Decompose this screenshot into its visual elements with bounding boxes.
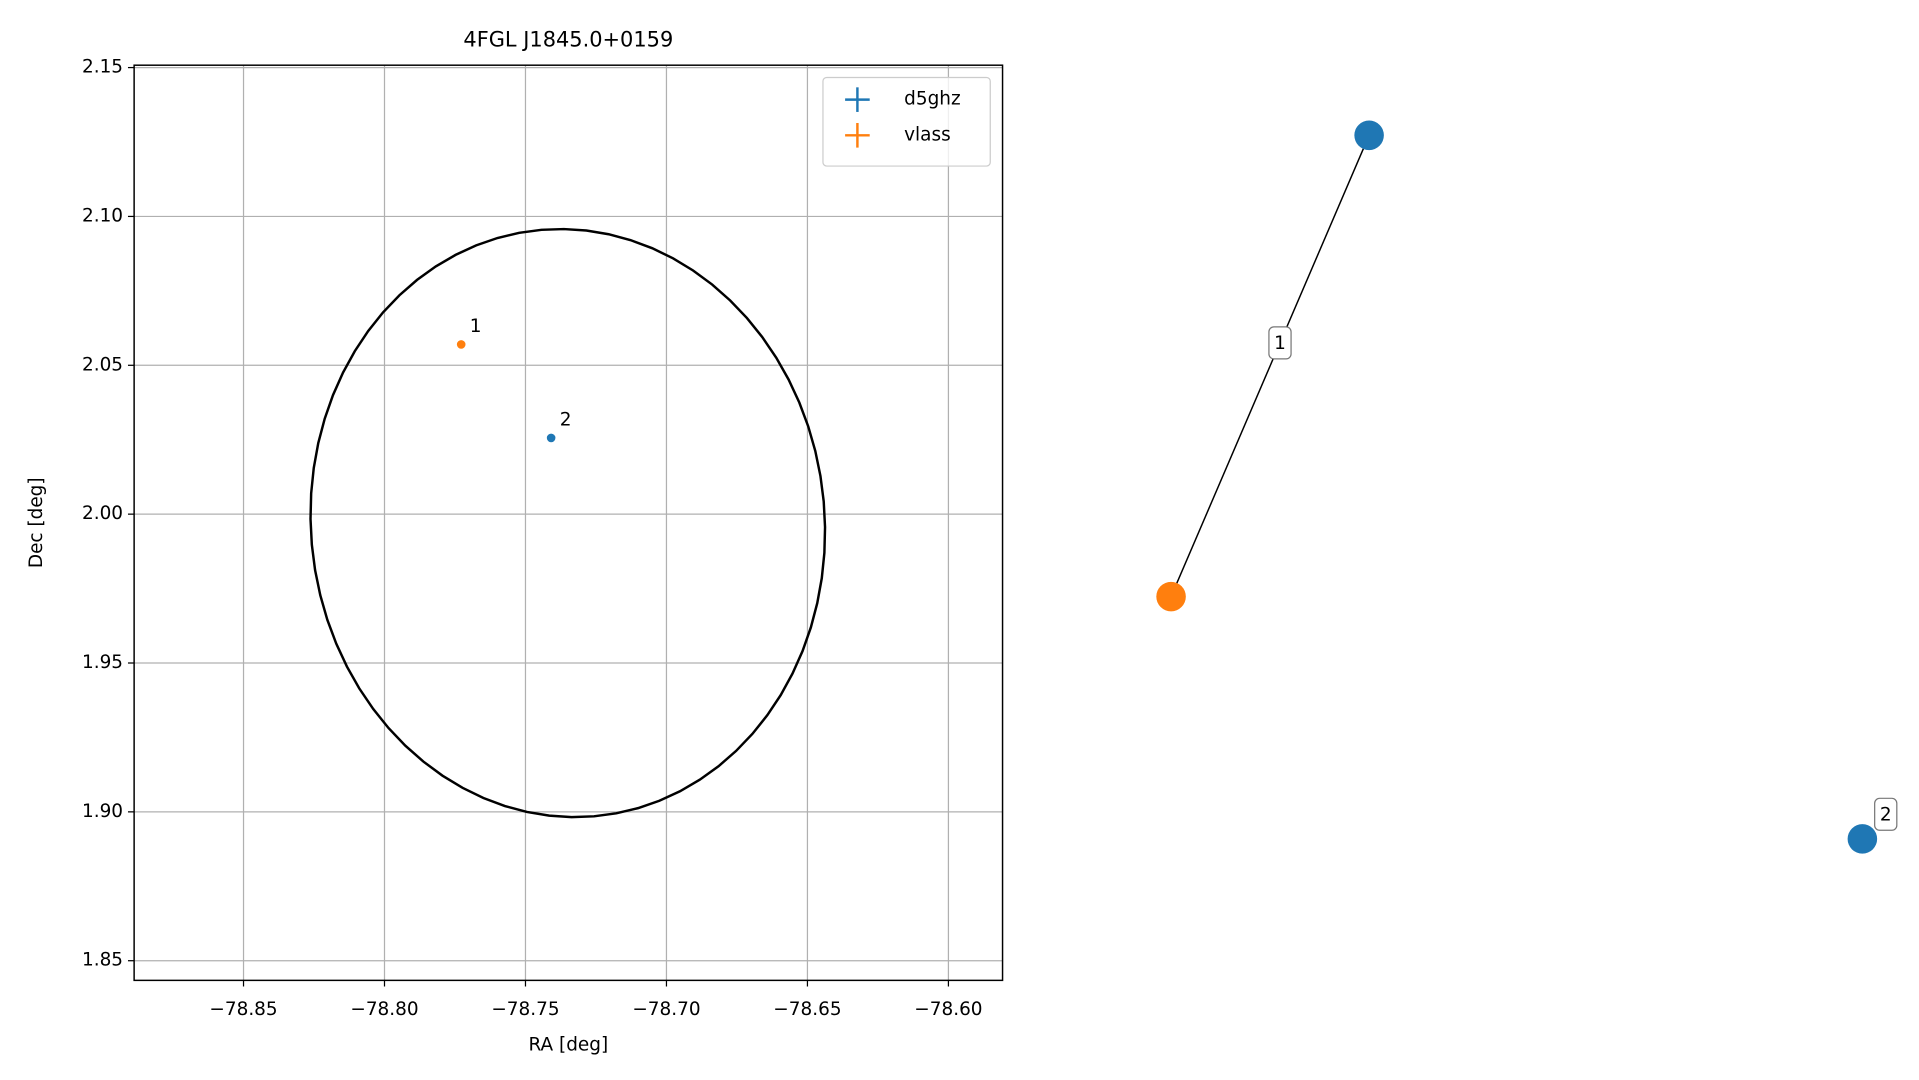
y-tick-label: 2.00 bbox=[82, 503, 123, 524]
data-point bbox=[546, 433, 556, 443]
y-tick-label: 1.95 bbox=[82, 652, 123, 673]
legend-label: d5ghz bbox=[904, 89, 961, 110]
y-tick-label: 1.90 bbox=[82, 801, 123, 822]
legend: d5ghz vlass bbox=[822, 76, 991, 167]
edge-label: 2 bbox=[1874, 797, 1898, 831]
data-point bbox=[456, 340, 466, 349]
edge-label: 1 bbox=[1268, 326, 1292, 360]
edge-label-text: 2 bbox=[1880, 805, 1892, 826]
error-ellipse bbox=[309, 227, 827, 819]
graph-node bbox=[1156, 581, 1186, 612]
x-tick-label: −78.80 bbox=[350, 999, 418, 1020]
graph-edge bbox=[1170, 135, 1370, 597]
legend-label: vlass bbox=[904, 124, 951, 145]
x-tick-label: −78.65 bbox=[773, 999, 841, 1020]
x-tick-label: −78.70 bbox=[632, 999, 700, 1020]
point-label: 2 bbox=[560, 410, 572, 431]
x-tick-label: −78.85 bbox=[209, 999, 277, 1020]
y-tick-label: 2.05 bbox=[82, 354, 123, 375]
chart-title: 4FGL J1845.0+0159 bbox=[463, 28, 673, 52]
graph-node bbox=[1354, 120, 1384, 151]
point-label: 1 bbox=[470, 316, 482, 337]
y-axis-label: Dec [deg] bbox=[26, 477, 47, 568]
edge-label-box bbox=[1874, 797, 1898, 831]
y-tick-label: 2.10 bbox=[82, 205, 123, 226]
x-axis-label: RA [deg] bbox=[528, 1035, 608, 1056]
x-tick-label: −78.75 bbox=[491, 999, 559, 1020]
y-tick-label: 1.85 bbox=[82, 950, 123, 971]
graph-node bbox=[1847, 824, 1878, 854]
edge-label-text: 1 bbox=[1274, 333, 1286, 354]
plot-frame bbox=[133, 64, 1004, 982]
y-tick-label: 2.15 bbox=[82, 57, 123, 78]
x-tick-label: −78.60 bbox=[914, 999, 982, 1020]
edge-label-box bbox=[1268, 326, 1292, 360]
